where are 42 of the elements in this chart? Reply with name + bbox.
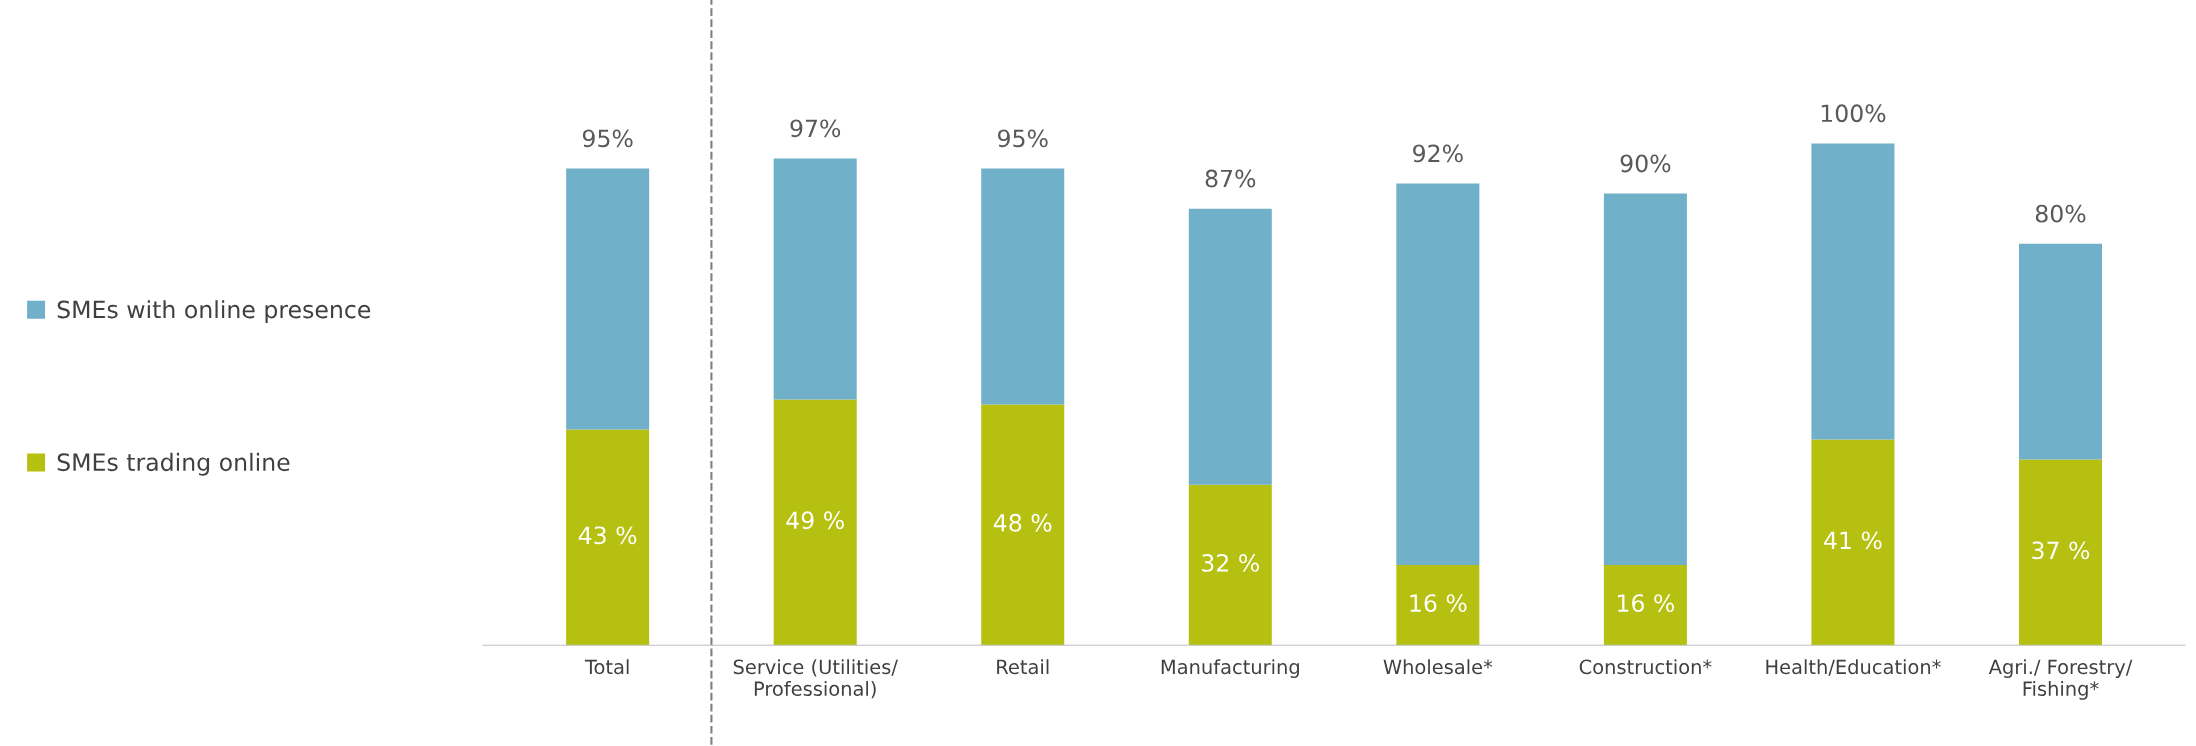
total-label: 90% bbox=[1620, 154, 1671, 173]
total-label: 95% bbox=[997, 129, 1048, 148]
x-tick-label: Total bbox=[584, 659, 629, 675]
x-tick-label: Construction* bbox=[1579, 659, 1712, 675]
total-label: 100% bbox=[1821, 104, 1886, 123]
bar bbox=[1603, 564, 1687, 646]
x-tick-label: Manufacturing bbox=[1161, 659, 1299, 678]
data-label: 48 % bbox=[993, 513, 1052, 532]
x-tick-label: Retail bbox=[997, 659, 1049, 675]
legend-label: SMEs with online presence bbox=[57, 300, 371, 323]
data-label: 41 % bbox=[1824, 531, 1882, 550]
bar bbox=[566, 429, 650, 646]
bar bbox=[1811, 143, 1895, 440]
bar bbox=[773, 399, 857, 646]
bar bbox=[981, 404, 1065, 646]
bar bbox=[1603, 193, 1687, 565]
x-tick-label: Health/Education* bbox=[1766, 659, 1941, 676]
data-label: 49 % bbox=[786, 511, 844, 530]
bar bbox=[566, 168, 650, 430]
data-label: 37 % bbox=[2032, 541, 2090, 560]
data-label: 16 % bbox=[1410, 594, 1467, 612]
data-label: 16 % bbox=[1617, 594, 1675, 612]
bar bbox=[2018, 459, 2102, 646]
bar bbox=[2018, 243, 2102, 460]
bar bbox=[773, 158, 857, 400]
total-label: 92% bbox=[1413, 144, 1463, 163]
legend-label: SMEs trading online bbox=[57, 452, 290, 476]
total-label: 95% bbox=[582, 129, 633, 148]
bar bbox=[1396, 183, 1480, 565]
total-label: 97% bbox=[790, 119, 841, 138]
bar bbox=[1188, 208, 1272, 485]
data-label: 32 % bbox=[1202, 553, 1259, 572]
bar bbox=[1396, 564, 1480, 646]
bar bbox=[1188, 484, 1272, 646]
data-label: 43 % bbox=[578, 526, 637, 545]
x-tick-label: Service (Utilities/ Professional) bbox=[733, 659, 898, 699]
x-tick-label: Agri./ Forestry/ Fishing* bbox=[1988, 659, 2133, 700]
bar bbox=[981, 168, 1065, 405]
bar bbox=[1811, 439, 1895, 646]
total-label: 87% bbox=[1205, 169, 1256, 188]
x-tick-label: Wholesale* bbox=[1383, 659, 1493, 675]
total-label: 80% bbox=[2035, 204, 2086, 223]
